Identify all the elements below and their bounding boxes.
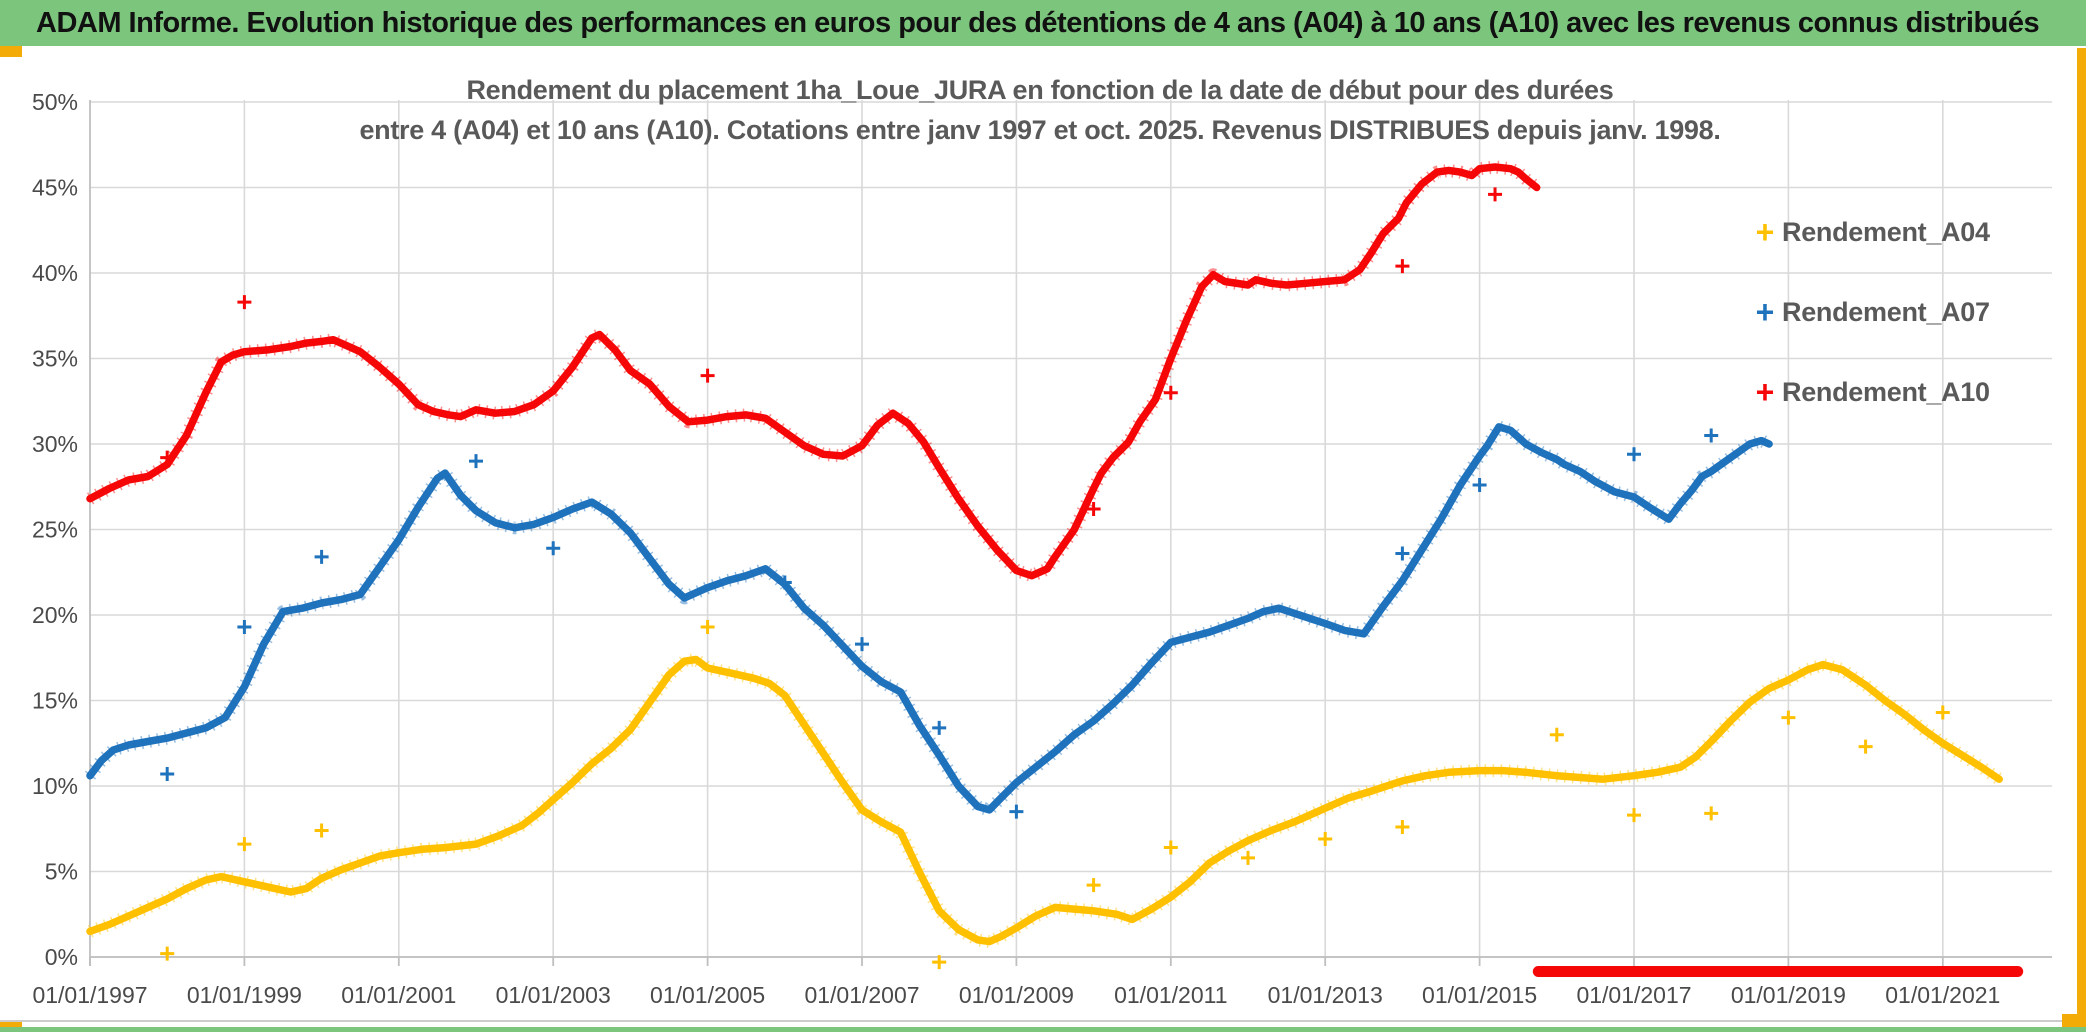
series-line [86,163,1541,580]
legend-plus-icon: + [1755,373,1775,410]
x-tick-label: 01/01/2007 [804,982,919,1008]
legend-label: Rendement_A07 [1782,296,1990,327]
y-tick-label: 10% [32,773,78,799]
y-tick-label: 30% [32,431,78,457]
outlier-plus-marker [1395,546,1410,561]
y-tick-label: 20% [32,602,78,628]
outlier-plus-marker [1704,806,1719,821]
series-line [86,655,2003,946]
outlier-plus-marker [160,946,175,961]
series-line [86,423,1773,814]
outlier-plus-marker [1163,385,1178,400]
x-tick-label: 01/01/2015 [1422,982,1537,1008]
x-tick-label: 01/01/2009 [959,982,1074,1008]
outlier-plus-marker [1395,820,1410,835]
outlier-plus-marker [1627,447,1641,462]
outlier-plus-marker [314,823,329,838]
x-tick-label: 01/01/2001 [341,982,456,1008]
legend-item-rendement_a10: + Rendement_A10 [1748,352,1990,432]
outlier-plus-marker [700,619,715,634]
outlier-plus-marker [1704,428,1719,443]
outlier-plus-marker [1009,804,1024,819]
x-tick-label: 01/01/2021 [1885,982,2000,1008]
chart-title: Rendement du placement 1ha_Loue_JURA en … [240,70,1840,150]
y-tick-label: 40% [32,260,78,286]
outlier-plus-marker [314,549,329,564]
legend-item-rendement_a04: + Rendement_A04 [1748,192,1990,272]
y-tick-label: 35% [32,346,78,372]
outlier-plus-marker [1935,705,1950,720]
x-tick-label: 01/01/2003 [496,982,611,1008]
outlier-plus-marker [546,541,561,556]
frame-bottom-rule [0,1020,2086,1022]
outlier-plus-marker [1395,259,1410,274]
y-tick-label: 45% [32,175,78,201]
legend-plus-icon: + [1755,213,1775,250]
window-title-bar: ADAM Informe. Evolution historique des p… [0,0,2086,46]
axis-labels: 0% 5% 10% 15% 20% 25% 30% 35% 40% 45% 50% 01/01/199… [32,89,2000,1008]
y-tick-label: 25% [32,517,78,543]
series-rendement_a10 [86,160,2024,977]
chart-title-line1: Rendement du placement 1ha_Loue_JURA en … [466,75,1614,105]
outlier-plus-marker [1163,840,1178,855]
legend-label: Rendement_A04 [1782,216,1990,247]
outlier-plus-marker [932,720,947,735]
x-tick-label: 01/01/2019 [1731,982,1846,1008]
x-tick-label: 01/01/2017 [1576,982,1691,1008]
outlier-plus-marker [1241,850,1255,865]
x-tick-label: 01/01/1999 [187,982,302,1008]
y-tick-label: 50% [32,89,78,115]
outlier-plus-marker [1549,727,1564,742]
outlier-plus-marker [160,450,175,465]
window-title: ADAM Informe. Evolution historique des p… [36,6,2040,39]
series-rendement_a04 [86,619,2018,977]
outlier-plus-marker [1488,187,1503,202]
legend-plus-icon: + [1755,293,1775,330]
chart-legend: + Rendement_A04 + Rendement_A07 + Rendement_A… [1748,192,1990,432]
frame-bottom-green-strip [0,1027,2086,1032]
outlier-plus-marker [237,619,252,634]
outlier-plus-marker [932,955,947,970]
outlier-plus-marker [777,575,792,590]
legend-item-rendement_a07: + Rendement_A07 [1748,272,1990,352]
frame-accent-right-bar [2077,48,2086,1032]
outlier-plus-marker [1086,501,1101,516]
legend-label: Rendement_A10 [1782,376,1990,407]
outlier-plus-marker [469,454,483,469]
outlier-plus-marker [1781,710,1796,725]
series-marker-fuzz [84,420,1772,817]
outlier-plus-marker [1472,478,1487,493]
x-tick-label: 01/01/1997 [32,982,147,1008]
series-rendement_a07 [84,420,1773,819]
outlier-plus-marker [1627,808,1641,823]
outlier-plus-marker [1858,739,1873,754]
x-tick-label: 01/01/2005 [650,982,765,1008]
outlier-plus-marker [1318,832,1333,847]
frame-accent-top-left [0,46,22,57]
axes [89,100,2052,966]
x-tick-label: 01/01/2011 [1114,982,1227,1008]
outlier-plus-marker [855,637,869,652]
outlier-plus-marker [160,767,175,782]
series-marker-fuzz [87,653,2003,949]
x-tick-label: 01/01/2013 [1268,982,1383,1008]
y-tick-label: 15% [32,688,78,714]
outlier-plus-marker [237,295,252,310]
outlier-plus-marker [1086,878,1101,893]
y-tick-label: 0% [45,944,78,970]
y-tick-label: 5% [45,859,78,885]
outlier-plus-marker [700,368,715,383]
outlier-plus-marker [237,837,252,852]
series-marker-fuzz [86,160,1541,583]
chart-title-line2: entre 4 (A04) et 10 ans (A10). Cotations… [359,115,1721,145]
